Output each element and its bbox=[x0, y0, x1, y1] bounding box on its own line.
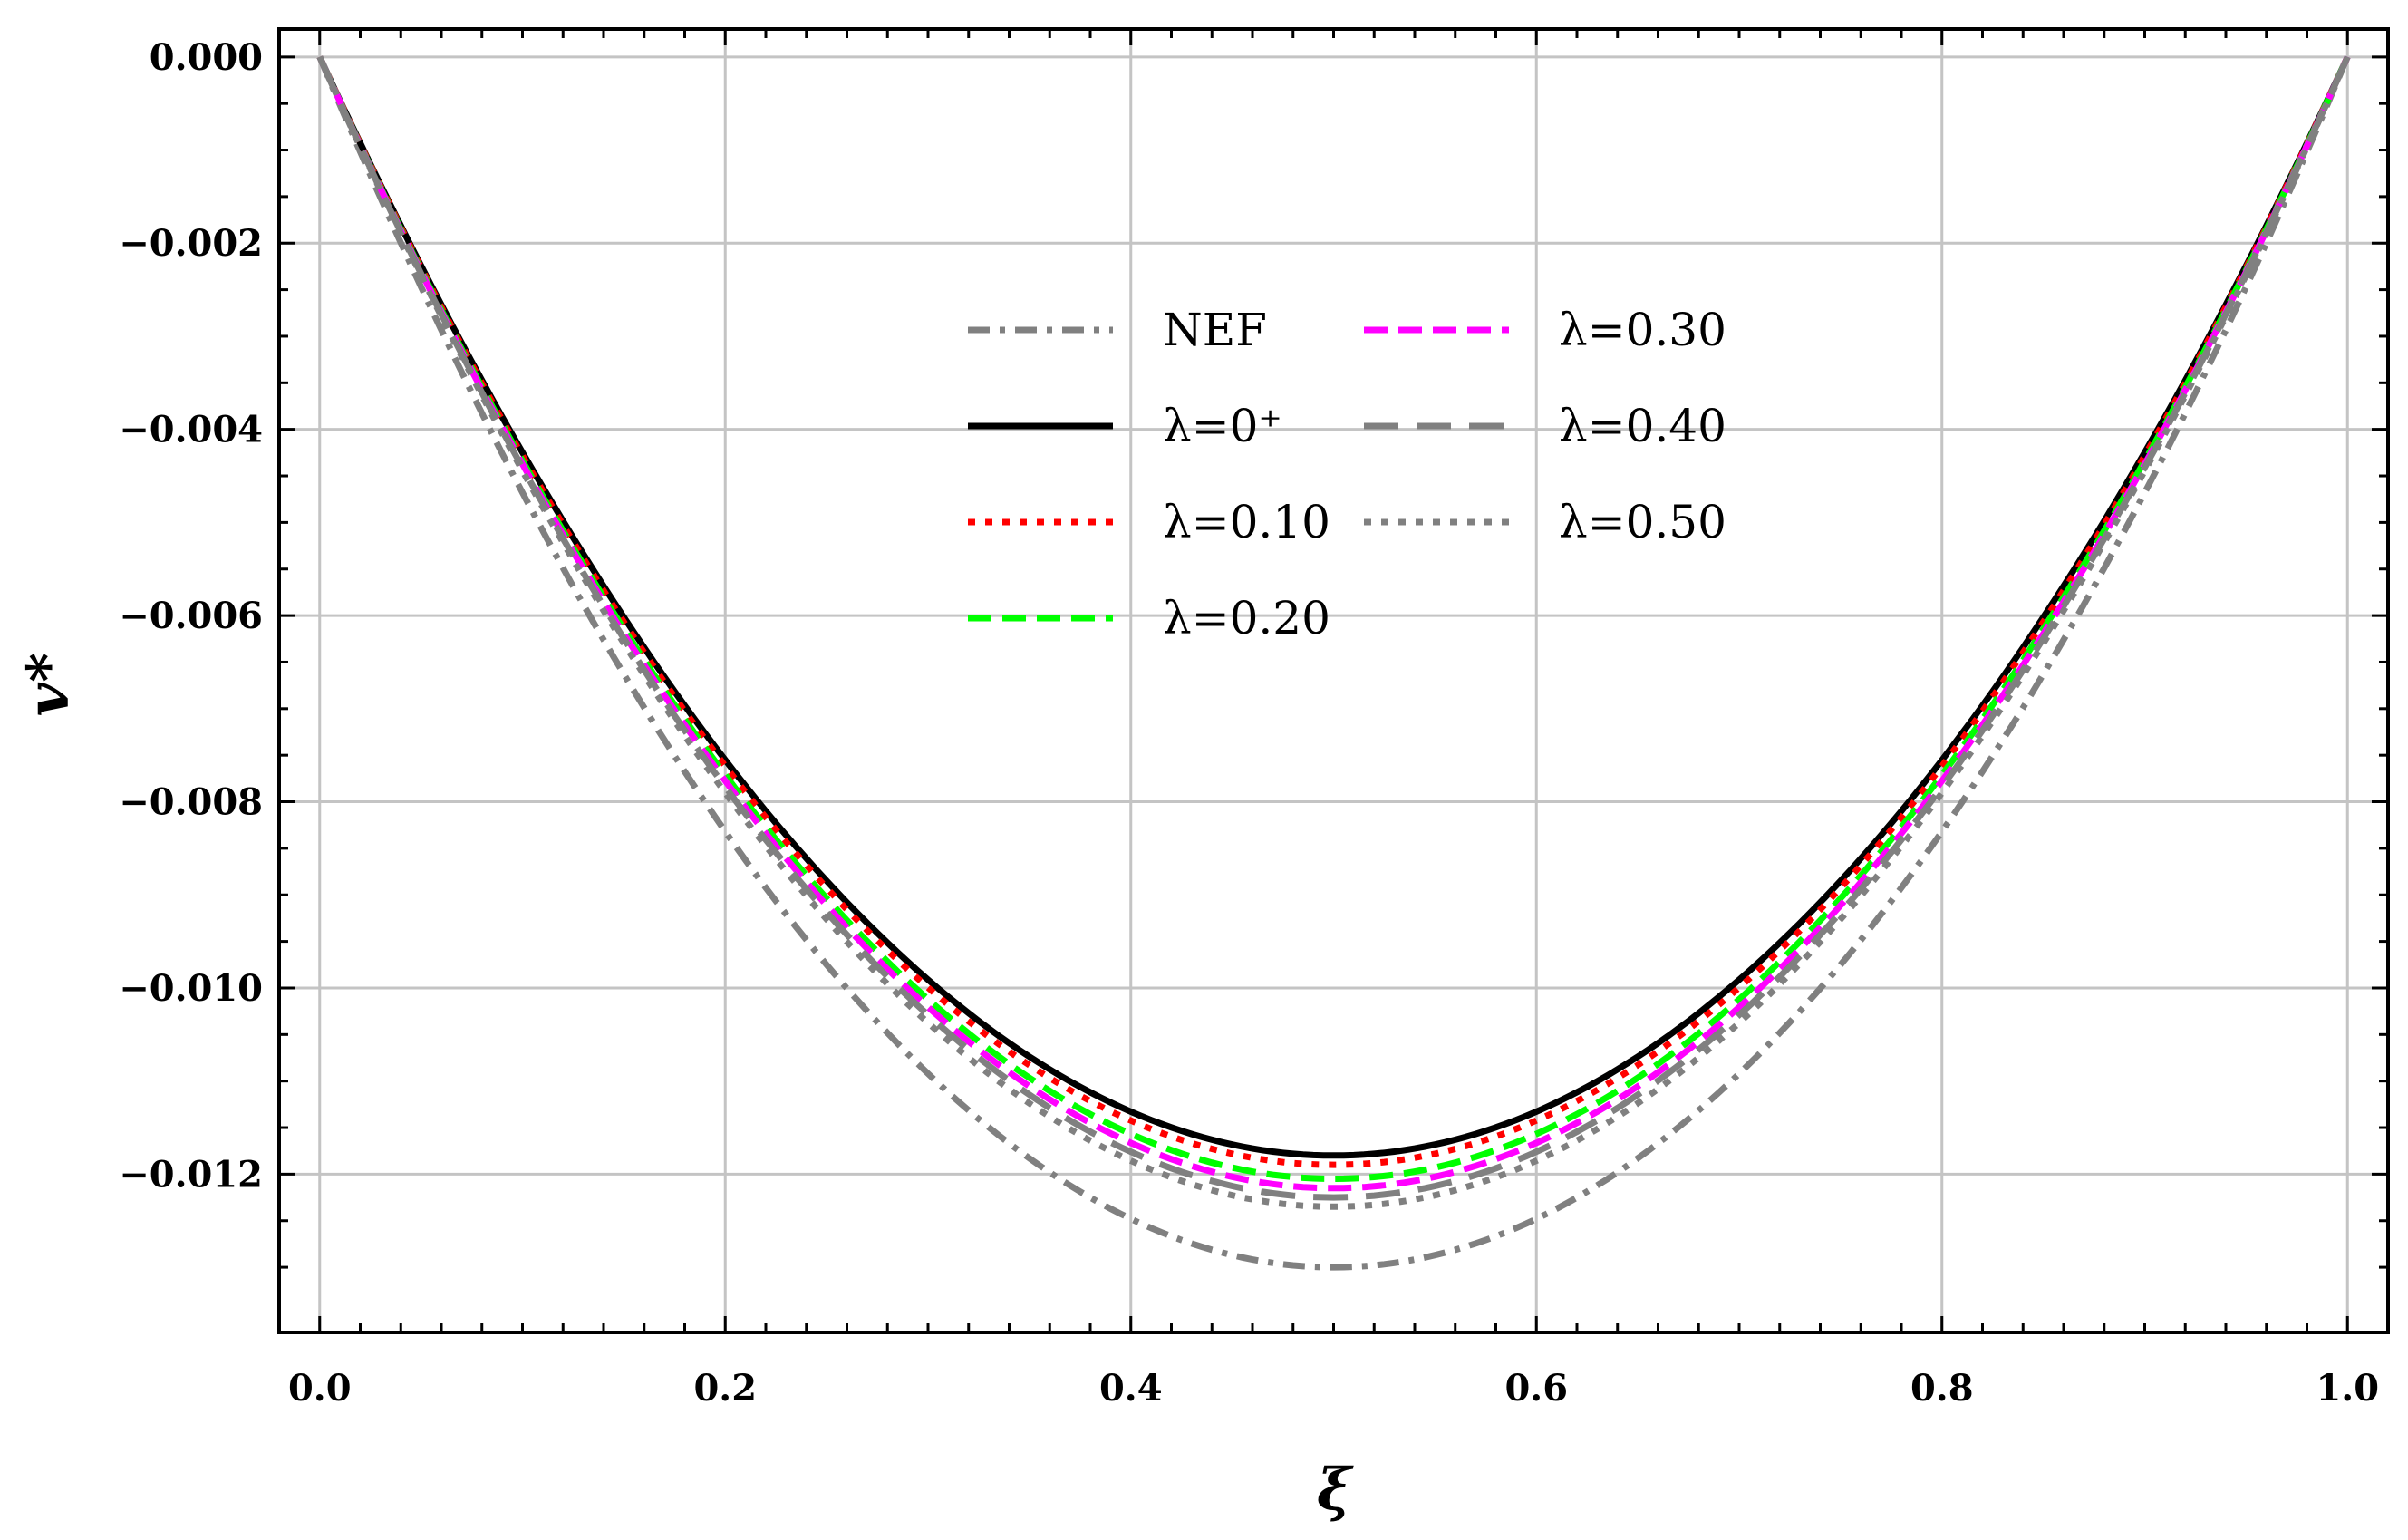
y-tick-label: 0.000 bbox=[150, 36, 263, 79]
legend-label-NEF: NEF bbox=[1163, 304, 1267, 356]
series-line-lambda_0.10 bbox=[316, 55, 2351, 1168]
y-tick-label: −0.002 bbox=[119, 222, 263, 265]
legend-label-lambda_0.50: λ=0.50 bbox=[1559, 496, 1726, 548]
x-tick-label: 0.2 bbox=[693, 1367, 757, 1409]
minor-ticks bbox=[279, 29, 2388, 1332]
series-line-NEF bbox=[316, 55, 2351, 1271]
legend-label-lambda_0plus: λ=0⁺ bbox=[1163, 400, 1282, 452]
x-tick-label: 0.8 bbox=[1910, 1367, 1974, 1409]
series-line-lambda_0.50 bbox=[316, 55, 2351, 1210]
legend-label-lambda_0.20: λ=0.20 bbox=[1163, 592, 1330, 644]
y-tick-label: −0.010 bbox=[119, 967, 263, 1010]
x-axis-title: ξ bbox=[1317, 1456, 1354, 1524]
x-tick-label: 0.0 bbox=[288, 1367, 352, 1409]
y-tick-label: −0.004 bbox=[119, 409, 263, 451]
x-tick-label: 1.0 bbox=[2316, 1367, 2379, 1409]
tick-labels: 0.0 0.2 0.4 0.6 0.8 1.0 0.000 −0.002 −0.004 −0.00… bbox=[119, 36, 2379, 1409]
y-tick-label: −0.008 bbox=[119, 781, 263, 824]
series-line-lambda_0.40 bbox=[316, 55, 2351, 1201]
curves bbox=[316, 55, 2351, 1271]
legend-label-lambda_0.30: λ=0.30 bbox=[1559, 304, 1726, 356]
series-line-lambda_0plus bbox=[316, 55, 2351, 1159]
plot-frame bbox=[277, 27, 2390, 1334]
y-tick-label: −0.012 bbox=[119, 1153, 263, 1196]
x-tick-label: 0.4 bbox=[1099, 1367, 1163, 1409]
legend: NEF λ=0⁺ λ=0.10 λ=0.20 λ=0.30 λ=0.40 λ=0.50 bbox=[968, 304, 1726, 644]
y-tick-label: −0.006 bbox=[119, 595, 263, 637]
legend-label-lambda_0.10: λ=0.10 bbox=[1163, 496, 1330, 548]
x-tick-label: 0.6 bbox=[1504, 1367, 1568, 1409]
grid-lines bbox=[279, 29, 2388, 1332]
y-axis-title: v* bbox=[15, 653, 82, 717]
legend-label-lambda_0.40: λ=0.40 bbox=[1559, 400, 1726, 452]
